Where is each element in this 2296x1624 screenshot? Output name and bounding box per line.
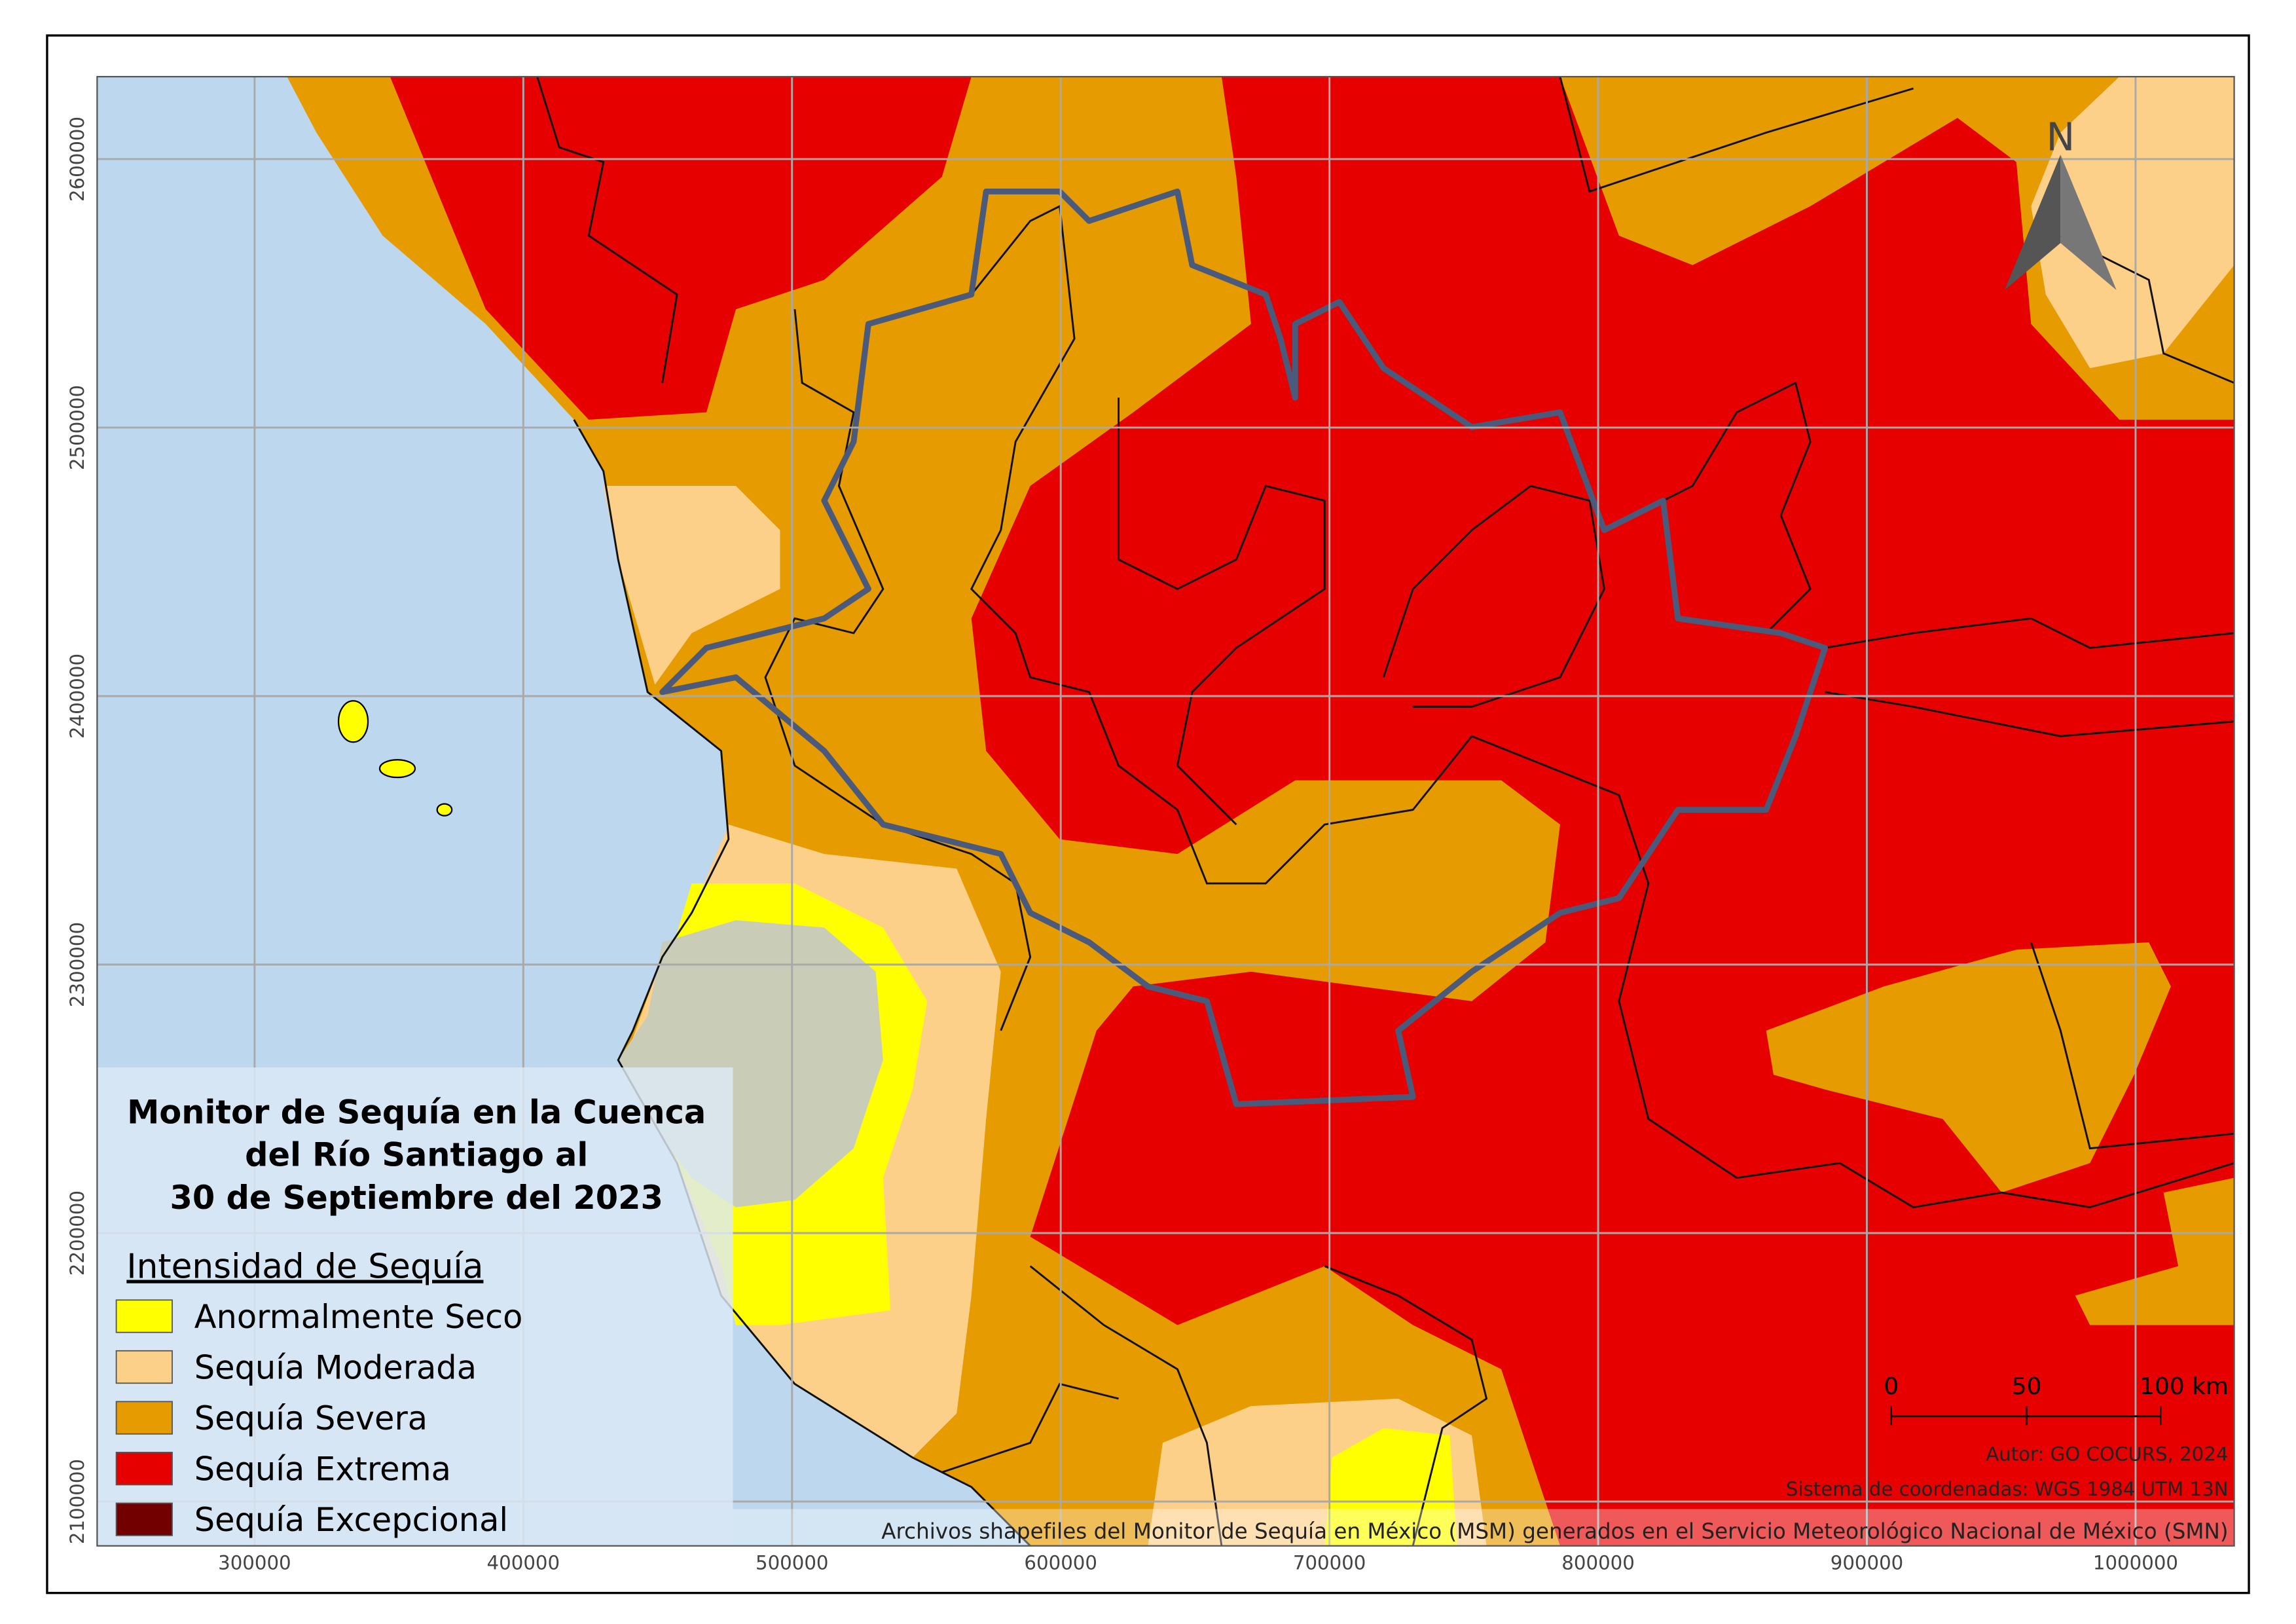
region-extrema <box>971 77 2234 1546</box>
region-moderada <box>603 486 780 685</box>
x-tick-label: 600000 <box>1024 1552 1097 1574</box>
x-tick-label: 400000 <box>487 1552 560 1574</box>
outer-frame <box>46 34 2250 1595</box>
scale-label: 50 <box>2012 1373 2042 1400</box>
legend-label: Sequía Severa <box>194 1399 428 1437</box>
island <box>436 803 453 817</box>
region-moderada <box>2031 77 2234 369</box>
credits: Autor: GO COCURS, 2024 Sistema de coorde… <box>881 1443 2228 1543</box>
legend-swatch <box>115 1452 173 1486</box>
axis-labels: 300000 400000 500000 600000 700000 800000 9000… <box>66 117 2178 1574</box>
title: Monitor de Sequía en la Cuenca del Río S… <box>127 1093 706 1216</box>
region-extrema <box>390 77 972 420</box>
legend-swatch <box>115 1502 173 1536</box>
region-severa <box>2075 1177 2234 1325</box>
title-line: del Río Santiago al <box>245 1136 588 1174</box>
legend-panel <box>97 1067 733 1546</box>
admin-boundary <box>536 77 2234 1546</box>
legend-label: Anormalmente Seco <box>194 1298 523 1336</box>
y-tick-label: 2400000 <box>66 654 88 739</box>
legend-swatch <box>115 1299 173 1333</box>
legend-label: Sequía Excepcional <box>194 1501 508 1539</box>
title-line: 30 de Septiembre del 2023 <box>170 1179 663 1217</box>
legend-label: Sequía Moderada <box>194 1349 477 1387</box>
y-tick-label: 2300000 <box>66 922 88 1007</box>
title-line: Monitor de Sequía en la Cuenca <box>127 1093 706 1131</box>
x-tick-label: 300000 <box>218 1552 291 1574</box>
credit-band <box>733 1509 2234 1546</box>
y-tick-label: 2100000 <box>66 1459 88 1544</box>
y-tick-label: 2600000 <box>66 117 88 202</box>
legend-label: Sequía Extrema <box>194 1450 451 1488</box>
y-tick-label: 2500000 <box>66 385 88 470</box>
coastline <box>573 419 1031 1546</box>
x-tick-label: 700000 <box>1293 1552 1366 1574</box>
scale-label: 100 km <box>2140 1373 2229 1400</box>
north-arrow: N <box>2004 115 2117 291</box>
credit-line: Autor: GO COCURS, 2024 <box>1986 1443 2228 1465</box>
credit-line: Sistema de coordenadas: WGS 1984 UTM 13N <box>1786 1478 2229 1500</box>
y-tick-label: 2200000 <box>66 1190 88 1276</box>
region-anormal <box>1324 1428 1457 1546</box>
legend: Anormalmente Seco Sequía Moderada Sequía S… <box>115 1298 523 1539</box>
graticule <box>97 77 2234 1546</box>
scale-label: 0 <box>1884 1373 1899 1400</box>
island <box>337 700 369 743</box>
north-label: N <box>2046 115 2075 159</box>
x-tick-label: 500000 <box>756 1552 829 1574</box>
legend-swatch <box>115 1350 173 1384</box>
basin-outline <box>659 188 1829 1107</box>
credit-line: Archivos shapefiles del Monitor de Sequí… <box>881 1519 2228 1543</box>
island <box>378 759 416 779</box>
legend-title: Intensidad de Sequía <box>126 1247 483 1287</box>
x-tick-label: 900000 <box>1831 1552 1904 1574</box>
x-tick-label: 1000000 <box>2093 1552 2178 1574</box>
map-body <box>97 77 2234 1546</box>
map-frame <box>96 75 2235 1547</box>
x-tick-label: 800000 <box>1561 1552 1635 1574</box>
scale-bar: 0 50 100 km <box>1884 1373 2229 1426</box>
legend-swatch <box>115 1401 173 1435</box>
